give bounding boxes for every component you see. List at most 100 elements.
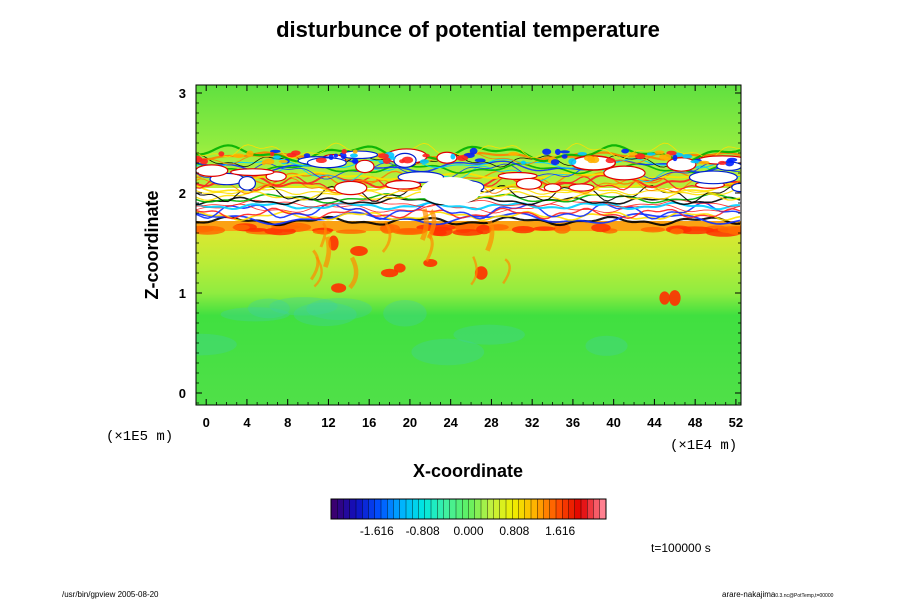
warm-band-blob xyxy=(452,229,484,236)
warm-band-blob xyxy=(670,228,684,235)
x-tick-label: 8 xyxy=(284,415,291,430)
wave-cell xyxy=(196,164,229,177)
colorbar-cell xyxy=(330,498,338,520)
colorbar-cell xyxy=(599,498,607,520)
warm-band-blob xyxy=(674,226,715,235)
plume xyxy=(380,268,399,278)
colorbar-cell xyxy=(443,498,451,520)
warm-band-blob xyxy=(591,223,611,233)
heatmap-structures xyxy=(196,142,741,366)
wave-cell xyxy=(333,180,368,196)
cool-patch xyxy=(453,324,525,345)
x-tick-label: 28 xyxy=(484,415,498,430)
colorbar-cell xyxy=(418,498,426,520)
wave-fringe xyxy=(577,151,587,156)
colorbar-cell xyxy=(549,498,557,520)
wave-fringe xyxy=(378,160,384,164)
colorbar-cell xyxy=(512,498,520,520)
plume-stem xyxy=(323,236,332,268)
chart-title: disturbunce of potential temperature xyxy=(276,17,660,42)
warm-band-blob xyxy=(553,223,571,234)
wave-fringe xyxy=(628,152,638,156)
plume-stem xyxy=(470,256,478,286)
colorbar-cell xyxy=(518,498,526,520)
wave-fringe xyxy=(273,155,282,160)
wave-fringe xyxy=(561,154,568,159)
warm-band-blob xyxy=(335,229,367,234)
colorbar-cell xyxy=(393,498,401,520)
wave-fringe xyxy=(568,158,577,166)
colorbar-cell xyxy=(543,498,551,520)
x-axis-label: X-coordinate xyxy=(413,461,523,481)
colorbar-cell xyxy=(580,498,588,520)
y-tick-label: 1 xyxy=(179,286,186,301)
wave-fringe xyxy=(550,159,560,166)
y-axis-label: Z-coordinate xyxy=(142,190,162,299)
wave-cell xyxy=(355,159,375,174)
wave-fringe xyxy=(621,148,630,154)
wave-fringe xyxy=(508,151,520,156)
colorbar-cell xyxy=(587,498,595,520)
wave-fringe xyxy=(456,155,469,162)
colorbar-cell xyxy=(537,498,545,520)
wave-fringe xyxy=(542,148,552,155)
colorbar-tick-label: -1.616 xyxy=(360,524,394,538)
cool-patch xyxy=(383,300,427,327)
wave-cell xyxy=(238,175,257,191)
x-tick-label: 12 xyxy=(321,415,335,430)
heatmap-field xyxy=(196,85,741,405)
plume xyxy=(331,283,347,293)
colorbar-cell xyxy=(562,498,570,520)
wave-contour xyxy=(196,159,741,173)
wave-contour xyxy=(196,162,741,180)
colorbar-cell xyxy=(455,498,463,520)
plume-stem xyxy=(319,222,327,248)
colorbar-cell xyxy=(387,498,395,520)
footer-left: /usr/bin/gpview 2005-08-20 xyxy=(62,590,159,599)
wave-cell xyxy=(230,168,275,177)
wave-contour xyxy=(196,201,741,211)
wave-fringe xyxy=(634,153,646,160)
colorbar xyxy=(330,498,607,520)
colorbar-cell xyxy=(399,498,407,520)
wave-fringe xyxy=(352,149,358,154)
wave-cell xyxy=(543,183,562,193)
colorbar-cell xyxy=(462,498,470,520)
warm-band-blob xyxy=(533,226,556,231)
colorbar-cell xyxy=(412,498,420,520)
colorbar-cell xyxy=(374,498,382,520)
wave-contour xyxy=(196,162,741,175)
plume-stem xyxy=(425,233,434,262)
wave-cell xyxy=(306,157,347,169)
warm-band-blob xyxy=(392,227,427,236)
wave-fringe xyxy=(422,153,430,158)
wave-fringe xyxy=(340,152,347,160)
colorbar-cell xyxy=(530,498,538,520)
warm-band-blob xyxy=(196,225,226,235)
warm-band-blob xyxy=(455,223,476,231)
plot-frame xyxy=(195,84,742,406)
wave-fringe xyxy=(520,160,526,165)
colorbar-cell xyxy=(430,498,438,520)
y-tick-label: 0 xyxy=(179,386,186,401)
warm-band-blob xyxy=(727,226,741,235)
colorbar-cell xyxy=(555,498,563,520)
wave-fringe xyxy=(341,149,347,154)
wave-fringe xyxy=(399,159,406,164)
cool-patch xyxy=(269,297,338,316)
wave-cell xyxy=(731,182,741,193)
colorbar-cell xyxy=(468,498,476,520)
wave-fringe xyxy=(450,153,456,160)
cool-patch xyxy=(411,338,485,366)
wave-contour xyxy=(196,170,741,187)
footer-right-sub: 0.3.nc@PotTemp,t=00000 xyxy=(775,593,833,599)
wave-fringe xyxy=(474,158,486,163)
plume xyxy=(659,291,670,305)
y-axis-ticks: 0 1 2 3 xyxy=(179,86,741,404)
x-tick-label: 4 xyxy=(243,415,251,430)
colorbar-cell xyxy=(380,498,388,520)
colorbar-cell xyxy=(474,498,482,520)
wave-fringe xyxy=(726,157,738,162)
warm-band-blob xyxy=(243,227,268,232)
warm-band-blob xyxy=(640,226,666,233)
